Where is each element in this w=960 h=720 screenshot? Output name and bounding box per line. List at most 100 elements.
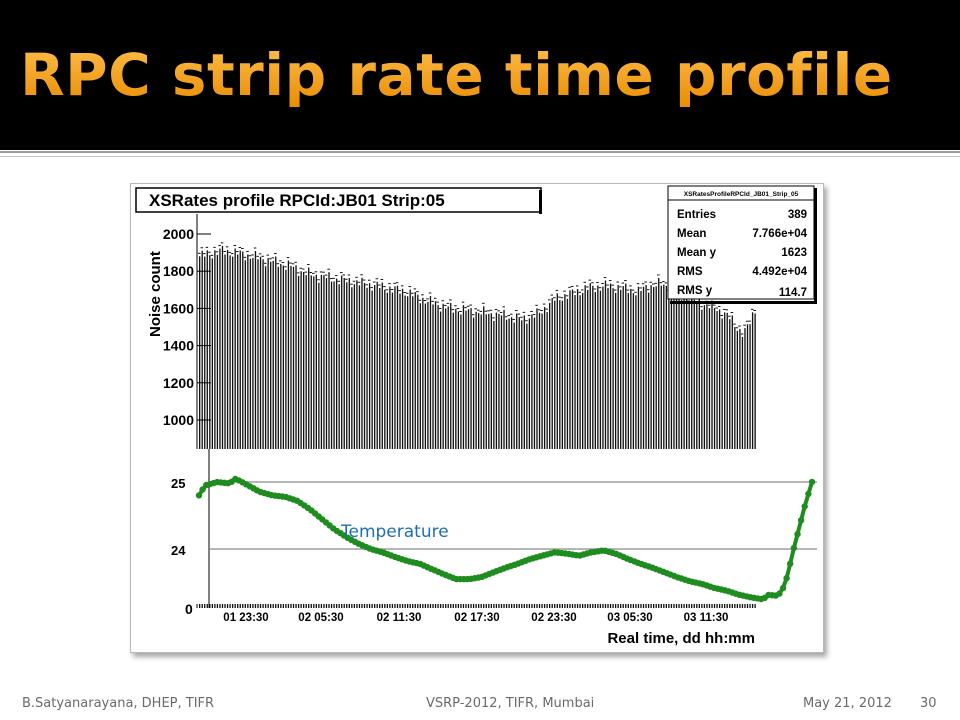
noise-bar [637,286,640,608]
temperature-tick-25: 25 [171,476,185,491]
noise-bar [262,259,264,608]
noise-bar [214,250,216,608]
noise-bar [607,288,609,608]
noise-bar [270,261,272,608]
noise-bar [381,282,383,608]
noise-bar [379,288,381,608]
noise-bar [361,277,363,608]
slide-footer: B.Satyanarayana, DHEP, TIFR VSRP-2012, T… [0,696,960,720]
temperature-point [776,590,783,597]
noise-bar [363,283,366,608]
temperature-point [199,486,206,493]
noise-bar [630,288,632,608]
title-divider [0,151,960,153]
noise-bar [204,256,206,608]
noise-bar [280,263,282,608]
noise-bar [589,283,591,608]
noise-bar [305,275,307,608]
noise-bar [409,289,411,608]
temperature-point [779,584,787,592]
chart-canvas: 2000 1800 1600 1400 1200 1000 XSRates profile… [135,185,817,647]
noise-bar [292,266,295,608]
noise-bar [673,289,675,608]
noise-bar [384,289,386,608]
noise-bar [366,287,368,608]
temperature-point [195,492,203,499]
noise-bar [272,260,274,608]
time-x-tick-label: 03 05:30 [607,612,652,624]
temperature-point [805,490,812,498]
noise-bar [389,286,391,608]
noise-bar [239,250,241,608]
stats-row-value: 4.492e+04 [752,266,807,278]
stats-box: XSRatesProfileRPCId_JB01_Strip_05 Entrie… [667,185,817,304]
stats-row-label: Mean y [677,247,717,259]
noise-bar [318,282,320,608]
noise-bar [358,285,361,608]
histogram-title: XSRates profile RPCId:JB01 Strip:05 [149,191,445,210]
time-x-tick-label: 02 17:30 [454,612,499,624]
stats-row-value: 7.766e+04 [752,228,807,240]
noise-bar [376,281,378,608]
time-x-tick-label: 01 23:30 [223,612,268,624]
temperature-label: Temperature [340,522,449,542]
noise-bar [249,258,252,608]
noise-bar [320,274,323,608]
noise-y-tick-label: 1200 [163,375,194,391]
noise-bar [259,256,262,608]
noise-bar [216,254,219,608]
slide-title: RPC strip rate time profile [20,41,893,109]
noise-bar [609,283,612,608]
noise-bar [670,285,673,608]
noise-bar [330,281,333,608]
noise-bar [206,250,208,609]
temperature-point [801,503,808,510]
noise-bar [645,285,647,608]
noise-bar [310,275,312,608]
noise-bar [254,251,257,608]
noise-bar [602,286,604,608]
noise-bar [308,267,310,608]
noise-bar [678,288,680,608]
temperature-tick-24: 24 [171,543,186,558]
noise-y-axis-label: Noise count [147,251,164,337]
noise-bar [587,289,589,608]
noise-bar [224,254,226,608]
noise-bar [368,283,371,608]
noise-bar [620,289,622,608]
noise-bar [356,280,358,608]
noise-bar [300,271,302,608]
noise-bar [257,259,259,608]
noise-bar [597,285,599,608]
time-x-tick-label: 03 11:30 [684,612,729,624]
noise-bar [576,288,579,608]
noise-bar [247,254,249,608]
noise-bar [335,278,338,608]
noise-bar [315,274,317,608]
noise-bar [302,272,305,608]
noise-bar [401,288,404,608]
noise-bar [348,278,350,608]
noise-bar [584,285,586,608]
noise-bar [338,284,340,608]
noise-bar [285,269,287,608]
stats-row-value: 114.7 [779,287,807,299]
time-x-tick-label: 02 23:30 [531,612,576,624]
temperature-point [797,517,805,524]
noise-bar [219,248,221,608]
title-bar: RPC strip rate time profile [0,0,960,150]
noise-bar [328,272,330,608]
time-x-tick-label: 02 05:30 [298,612,343,624]
noise-y-tick-label: 1400 [163,338,194,354]
noise-bar [353,284,356,608]
histogram-title-box: XSRates profile RPCId:JB01 Strip:05 [135,187,542,214]
noise-bar [231,256,234,608]
noise-bar [604,280,607,608]
stats-box-name: XSRatesProfileRPCId_JB01_Strip_05 [684,191,799,198]
noise-bar [229,255,231,608]
noise-bar [351,287,353,608]
footer-date: May 21, 2012 [803,696,892,711]
noise-bar [242,251,244,608]
noise-bar [660,285,662,608]
noise-y-axis: 2000 1800 1600 1400 1200 1000 [163,226,211,428]
